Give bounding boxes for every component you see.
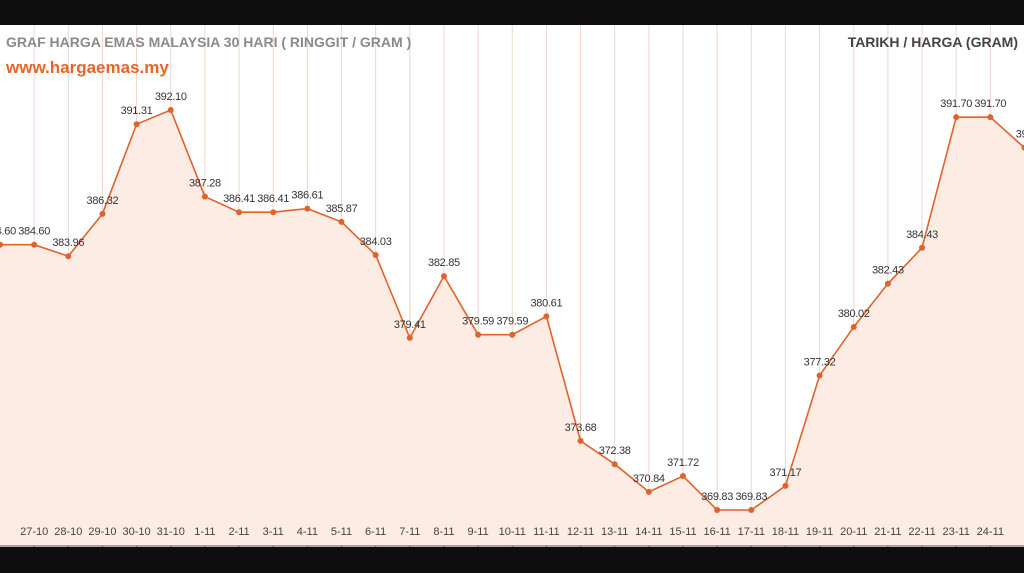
x-tick-label: 31-10 <box>157 526 185 538</box>
x-tick-label: 16-11 <box>703 526 730 538</box>
x-tick-label: 24-11 <box>977 526 1004 538</box>
data-label: 372.38 <box>599 445 631 457</box>
x-tick-label: 28-10 <box>54 526 82 538</box>
data-label: 379.41 <box>394 319 426 331</box>
x-tick-label: 9-11 <box>467 526 488 538</box>
data-point <box>167 107 174 113</box>
x-tick-label: 14-11 <box>635 526 662 538</box>
x-tick-label: 20-11 <box>840 526 867 538</box>
data-point <box>577 437 584 444</box>
x-tick-label: 2-11 <box>228 526 249 538</box>
data-label: 371.72 <box>667 457 699 469</box>
data-label: 383.96 <box>52 237 84 249</box>
data-label: 382.43 <box>872 265 904 277</box>
x-tick-label: 7-11 <box>399 526 420 538</box>
x-tick-label: 18-11 <box>772 526 799 538</box>
data-label: 380.02 <box>838 308 870 320</box>
data-point <box>919 244 926 251</box>
x-tick-label: 21-11 <box>874 526 901 538</box>
data-point <box>816 372 823 379</box>
data-label: 392.10 <box>155 91 187 103</box>
data-point <box>782 482 789 489</box>
data-label: 390 <box>1016 129 1024 141</box>
x-tick-label: 8-11 <box>433 526 454 538</box>
data-point <box>475 331 482 338</box>
data-point <box>714 507 721 513</box>
data-label: 391.70 <box>940 98 972 110</box>
data-label: 386.41 <box>223 193 255 205</box>
data-label: 379.59 <box>462 316 494 328</box>
data-label: 385.87 <box>326 203 358 215</box>
data-label: 386.41 <box>257 193 289 205</box>
data-point <box>645 488 652 495</box>
x-tick-label: 30-10 <box>123 526 151 538</box>
data-point <box>543 313 550 320</box>
data-label: 377.32 <box>804 356 836 368</box>
data-point <box>31 241 38 248</box>
data-label: 384.60 <box>18 226 50 238</box>
data-label: 382.85 <box>428 257 460 269</box>
data-label: 384.03 <box>360 236 392 248</box>
data-label: 373.68 <box>565 422 597 434</box>
data-label: 387.28 <box>189 178 221 190</box>
data-point <box>850 323 857 330</box>
data-point <box>338 218 345 225</box>
data-label: 380.61 <box>530 297 562 309</box>
data-label: 369.83 <box>701 491 733 503</box>
data-point <box>440 273 447 280</box>
data-point <box>680 473 686 480</box>
x-tick-label: 6-11 <box>365 526 386 538</box>
x-tick-label: 11-11 <box>533 526 560 538</box>
data-label: 379.59 <box>496 316 528 328</box>
data-point <box>748 507 755 513</box>
data-point <box>987 114 994 121</box>
x-tick-label: 3-11 <box>263 526 284 538</box>
data-point <box>406 334 413 341</box>
data-point <box>884 280 891 287</box>
data-point <box>509 331 516 338</box>
x-tick-label: 13-11 <box>601 526 628 538</box>
x-tick-label: 15-11 <box>669 526 696 538</box>
data-label: 371.17 <box>770 467 802 479</box>
data-point <box>611 461 618 468</box>
data-point <box>236 209 243 216</box>
data-label: 370.84 <box>633 473 665 485</box>
data-point <box>99 210 106 217</box>
x-tick-label: 23-11 <box>943 526 970 538</box>
x-tick-label: 27-10 <box>20 526 48 538</box>
x-tick-label: 22-11 <box>908 526 935 538</box>
chart-title: GRAF HARGA EMAS MALAYSIA 30 HARI ( RINGG… <box>6 34 412 50</box>
site-link[interactable]: www.hargaemas.my <box>6 58 169 77</box>
data-point <box>304 205 311 212</box>
data-point <box>953 114 960 121</box>
x-tick-label: 10-11 <box>499 526 526 538</box>
area-fill <box>0 110 1024 546</box>
data-point <box>372 251 379 258</box>
data-label: 391.31 <box>121 105 153 117</box>
x-tick-label: 19-11 <box>806 526 833 538</box>
data-label: 384.60 <box>0 226 16 238</box>
data-point <box>0 241 3 248</box>
data-label: 391.70 <box>974 98 1006 110</box>
data-point <box>201 193 208 200</box>
data-label: 386.61 <box>291 190 323 202</box>
data-point <box>65 253 72 260</box>
x-tick-label: 1-11 <box>194 526 215 538</box>
x-tick-label: 12-11 <box>567 526 594 538</box>
data-point <box>1021 144 1024 151</box>
data-label: 369.83 <box>735 491 767 503</box>
data-point <box>270 209 277 216</box>
x-tick-label: 4-11 <box>297 526 318 538</box>
x-tick-label: 29-10 <box>88 526 116 538</box>
x-tick-label: 17-11 <box>738 526 765 538</box>
x-tick-label: 5-11 <box>331 526 352 538</box>
data-label: 386.32 <box>87 195 119 207</box>
legend: TARIKH / HARGA (GRAM) <box>847 34 1018 50</box>
data-label: 384.43 <box>906 229 938 241</box>
data-point <box>133 121 140 128</box>
